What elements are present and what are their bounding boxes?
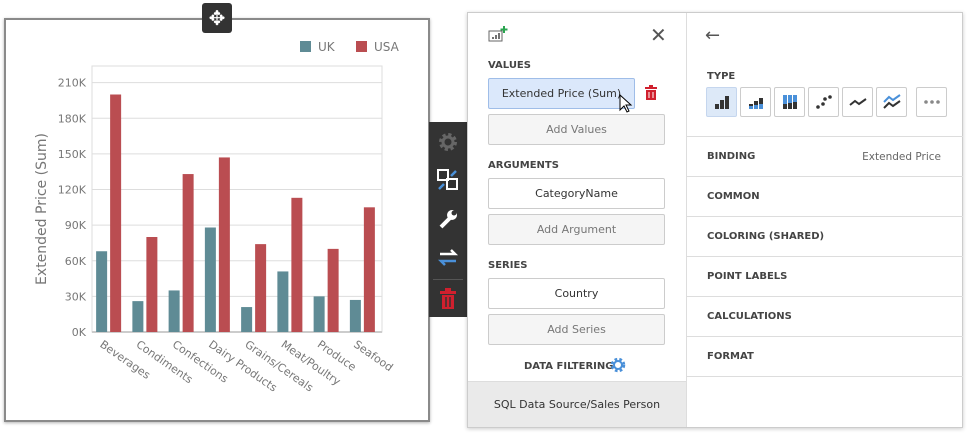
more-chart-icon xyxy=(924,100,940,104)
data-source-button[interactable]: SQL Data Source/Sales Person xyxy=(468,381,686,427)
full-stacked-bar-chart-icon xyxy=(783,95,797,109)
add-data-item-icon[interactable] xyxy=(488,26,508,46)
section-label: COLORING (SHARED) xyxy=(707,231,825,242)
bar-chart-icon xyxy=(715,96,729,109)
move-handle-icon[interactable]: ✥ xyxy=(202,3,232,33)
bar-uk xyxy=(168,290,180,332)
add-argument-button[interactable]: Add Argument xyxy=(488,214,665,245)
y-tick-label: 120K xyxy=(58,184,87,197)
stacked-line-chart-icon xyxy=(883,94,901,109)
bar-uk xyxy=(349,299,361,332)
section-label: BINDING xyxy=(707,151,756,162)
x-tick-label: Seafood xyxy=(351,338,395,374)
y-tick-label: 0K xyxy=(72,326,87,339)
y-tick-label: 30K xyxy=(65,290,87,303)
bar-usa xyxy=(255,244,267,332)
y-tick-label: 60K xyxy=(65,255,87,268)
bar-uk xyxy=(204,227,216,332)
point-chart-icon xyxy=(816,95,832,109)
filter-gear-icon[interactable] xyxy=(609,356,627,378)
chart-type-bar-button[interactable] xyxy=(706,87,737,117)
section-format[interactable]: FORMAT xyxy=(687,336,963,376)
item-toolbar xyxy=(429,122,467,317)
chart-type-stacked-line-button[interactable] xyxy=(876,87,907,117)
bar-usa xyxy=(110,94,122,332)
series-label: SERIES xyxy=(488,260,528,271)
type-label: TYPE xyxy=(707,71,736,82)
bar-usa xyxy=(327,248,339,332)
arguments-label: ARGUMENTS xyxy=(488,160,559,171)
y-tick-label: 150K xyxy=(58,148,87,161)
y-tick-label: 210K xyxy=(58,77,87,90)
legend-label-uk: UK xyxy=(318,40,336,54)
section-label: CALCULATIONS xyxy=(707,311,792,322)
swap-layout-icon[interactable] xyxy=(429,163,467,197)
options-section: ← TYPE BINDING Extended Price COMMON COLORI… xyxy=(687,13,963,427)
data-items-section: ✕ VALUES Extended Price (Sum) Add Values… xyxy=(468,13,687,427)
delete-value-icon[interactable] xyxy=(644,85,658,105)
section-calculations[interactable]: CALCULATIONS xyxy=(687,296,963,336)
bar-usa xyxy=(146,237,158,332)
legend-swatch-uk xyxy=(300,41,311,52)
bar-uk xyxy=(313,296,325,332)
trash-icon[interactable] xyxy=(429,282,467,316)
chart-type-line-button[interactable] xyxy=(842,87,873,117)
bar-usa xyxy=(182,174,194,332)
bar-chart: 0K 30K 60K 90K 120K 150K 180K 210K Extended Pric… xyxy=(34,40,400,395)
close-icon[interactable]: ✕ xyxy=(650,23,667,47)
y-tick-label: 180K xyxy=(58,112,87,125)
arrows-exchange-icon[interactable] xyxy=(429,240,467,274)
section-value: Extended Price xyxy=(862,151,941,163)
series-item[interactable]: Country xyxy=(488,278,665,309)
section-binding[interactable]: BINDING Extended Price xyxy=(687,136,963,176)
y-tick-label: 90K xyxy=(65,219,87,232)
bar-usa xyxy=(291,197,303,332)
y-axis-title: Extended Price (Sum) xyxy=(34,133,50,285)
chart-item[interactable]: 0K 30K 60K 90K 120K 150K 180K 210K Extended Pric… xyxy=(4,18,430,422)
values-item[interactable]: Extended Price (Sum) xyxy=(488,78,635,109)
add-values-button[interactable]: Add Values xyxy=(488,114,665,145)
legend-swatch-usa xyxy=(356,41,367,52)
values-label: VALUES xyxy=(488,60,531,71)
bar-uk xyxy=(96,251,108,332)
stacked-bar-chart-icon xyxy=(749,98,763,109)
data-filtering-button[interactable]: DATA FILTERING xyxy=(524,361,614,372)
bar-usa xyxy=(218,157,230,332)
bar-uk xyxy=(132,301,144,332)
section-common[interactable]: COMMON xyxy=(687,176,963,216)
binding-panel: ✕ VALUES Extended Price (Sum) Add Values… xyxy=(467,12,963,428)
gear-icon[interactable] xyxy=(429,125,467,159)
section-coloring-shared[interactable]: COLORING (SHARED) xyxy=(687,216,963,256)
mouse-cursor-icon xyxy=(619,93,633,118)
bar-uk xyxy=(241,307,253,332)
add-series-button[interactable]: Add Series xyxy=(488,314,665,345)
chart-type-point-button[interactable] xyxy=(808,87,839,117)
chart-type-stacked-bar-button[interactable] xyxy=(740,87,771,117)
chart-type-more-button[interactable] xyxy=(916,87,947,117)
section-point-labels[interactable]: POINT LABELS xyxy=(687,256,963,296)
line-chart-icon xyxy=(849,98,867,106)
bar-usa xyxy=(363,207,375,332)
wrench-icon[interactable] xyxy=(429,202,467,236)
bar-uk xyxy=(277,271,289,332)
chart-type-full-stacked-bar-button[interactable] xyxy=(774,87,805,117)
divider xyxy=(687,376,963,377)
section-label: POINT LABELS xyxy=(707,271,788,282)
back-arrow-icon[interactable]: ← xyxy=(705,25,721,46)
legend-label-usa: USA xyxy=(374,40,400,54)
section-label: FORMAT xyxy=(707,351,754,362)
argument-item[interactable]: CategoryName xyxy=(488,178,665,209)
section-label: COMMON xyxy=(707,191,760,202)
